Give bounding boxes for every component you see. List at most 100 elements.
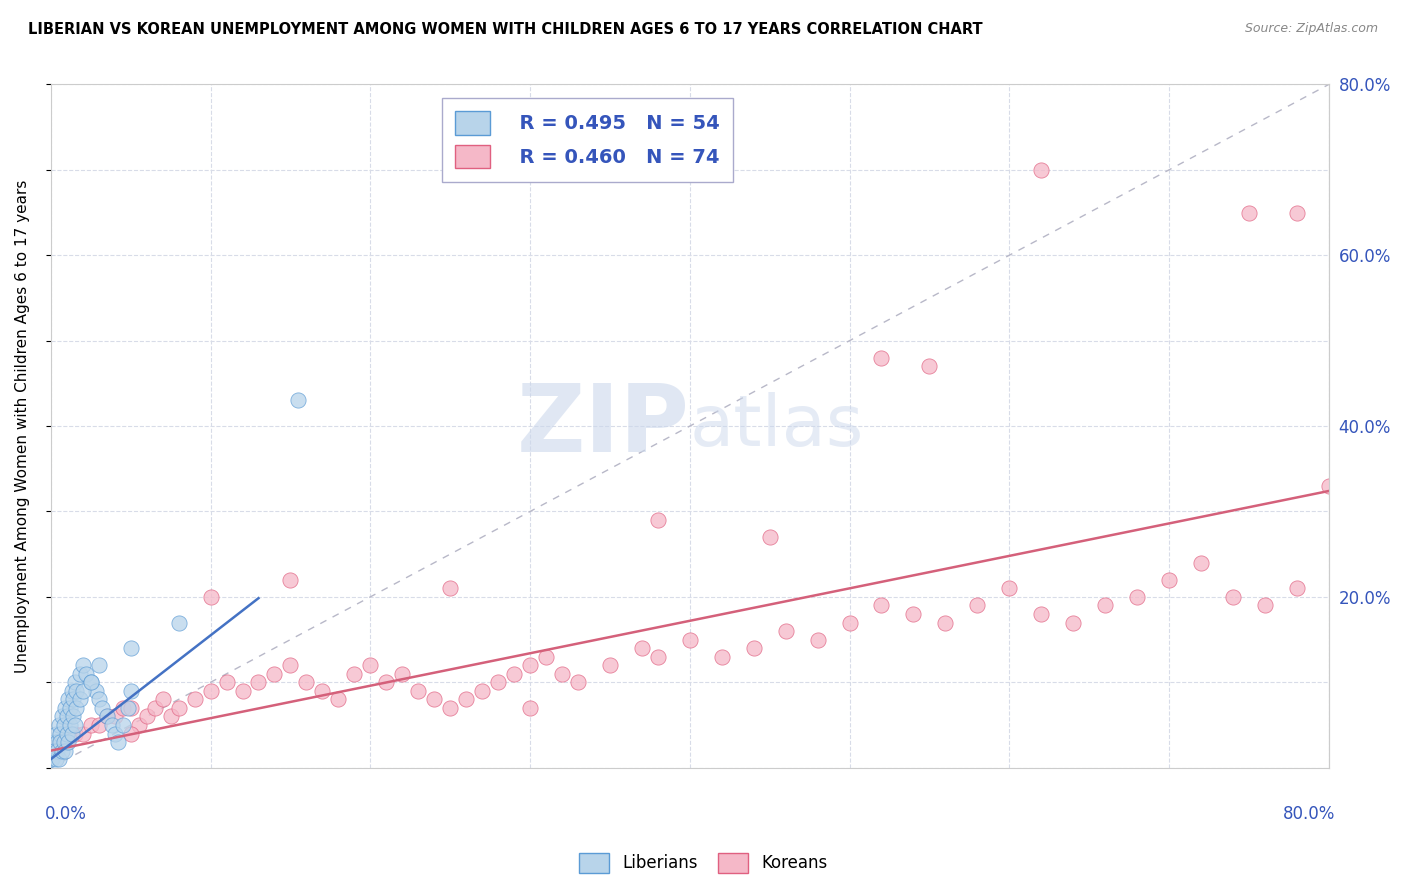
Point <box>159 709 181 723</box>
Point <box>870 351 893 365</box>
Point <box>406 683 429 698</box>
Point <box>120 701 142 715</box>
Point <box>1222 590 1244 604</box>
Point <box>96 709 118 723</box>
Point <box>63 675 86 690</box>
Point <box>200 590 222 604</box>
Point <box>503 666 526 681</box>
Point <box>107 735 129 749</box>
Point <box>311 683 333 698</box>
Point <box>231 683 253 698</box>
Point <box>60 683 83 698</box>
Point <box>998 582 1021 596</box>
Point <box>120 641 142 656</box>
Point <box>63 718 86 732</box>
Point <box>143 701 166 715</box>
Point <box>471 683 494 698</box>
Point <box>45 752 67 766</box>
Point <box>53 744 76 758</box>
Point <box>49 726 72 740</box>
Point <box>65 683 87 698</box>
Point <box>647 513 669 527</box>
Point <box>519 658 541 673</box>
Point <box>551 666 574 681</box>
Point <box>359 658 381 673</box>
Point <box>46 744 69 758</box>
Text: 0.0%: 0.0% <box>45 805 86 823</box>
Point <box>72 726 94 740</box>
Point <box>247 675 270 690</box>
Point <box>631 641 654 656</box>
Point <box>710 649 733 664</box>
Point <box>934 615 956 630</box>
Point <box>69 692 91 706</box>
Point <box>87 718 110 732</box>
Point <box>39 752 62 766</box>
Point <box>62 692 84 706</box>
Point <box>519 701 541 715</box>
Point <box>439 582 461 596</box>
Point <box>375 675 398 690</box>
Point <box>87 658 110 673</box>
Point <box>343 666 366 681</box>
Point <box>152 692 174 706</box>
Point <box>567 675 589 690</box>
Point <box>486 675 509 690</box>
Point <box>1237 205 1260 219</box>
Point <box>117 701 139 715</box>
Point <box>111 718 134 732</box>
Point <box>1062 615 1084 630</box>
Point <box>104 709 127 723</box>
Point <box>56 709 79 723</box>
Point <box>111 701 134 715</box>
Point <box>51 744 73 758</box>
Point <box>456 692 478 706</box>
Point <box>41 752 63 766</box>
Point <box>1285 582 1308 596</box>
Point <box>56 735 79 749</box>
Point <box>46 735 69 749</box>
Point <box>80 675 103 690</box>
Point <box>62 709 84 723</box>
Point <box>72 658 94 673</box>
Point <box>903 607 925 621</box>
Point <box>104 726 127 740</box>
Point <box>167 701 190 715</box>
Point <box>72 683 94 698</box>
Point <box>280 573 302 587</box>
Point <box>48 718 70 732</box>
Point <box>1189 556 1212 570</box>
Point <box>918 359 941 374</box>
Point <box>135 709 157 723</box>
Point <box>65 701 87 715</box>
Point <box>838 615 860 630</box>
Point <box>48 735 70 749</box>
Point <box>1317 479 1340 493</box>
Point <box>183 692 205 706</box>
Point <box>91 701 114 715</box>
Point <box>51 709 73 723</box>
Point <box>120 683 142 698</box>
Point <box>56 726 79 740</box>
Point <box>96 709 118 723</box>
Point <box>80 718 103 732</box>
Point <box>53 701 76 715</box>
Point <box>49 735 72 749</box>
Point <box>58 692 80 706</box>
Point <box>167 615 190 630</box>
Point <box>1031 162 1053 177</box>
Point <box>60 726 83 740</box>
Point <box>647 649 669 664</box>
Point <box>42 735 65 749</box>
Point <box>870 599 893 613</box>
Point <box>758 530 780 544</box>
Point <box>200 683 222 698</box>
Point <box>1157 573 1180 587</box>
Point <box>599 658 621 673</box>
Text: 80.0%: 80.0% <box>1282 805 1336 823</box>
Point <box>87 692 110 706</box>
Legend: Liberians, Koreans: Liberians, Koreans <box>572 847 834 880</box>
Point <box>742 641 765 656</box>
Point <box>100 718 122 732</box>
Point <box>1094 599 1116 613</box>
